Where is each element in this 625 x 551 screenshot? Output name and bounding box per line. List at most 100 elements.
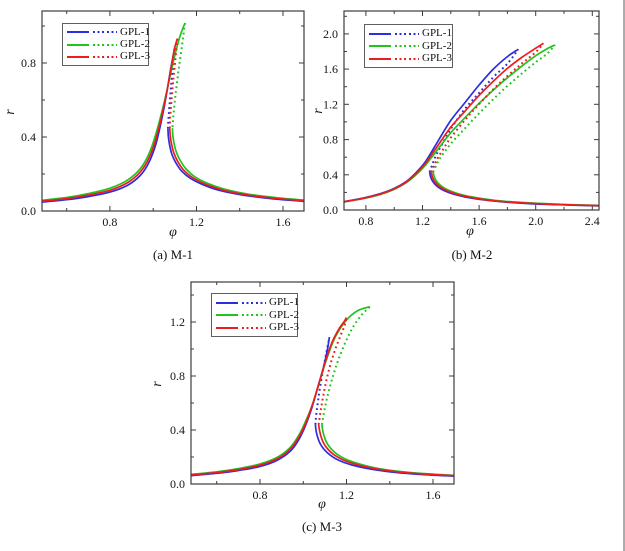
subplot-b-yaxis-label: r	[311, 108, 326, 114]
legend-label: GPL-1	[422, 27, 452, 39]
y-tick-label: 0.0	[170, 477, 185, 491]
subplot-c-yaxis-label: r	[150, 381, 165, 387]
subplot-b-legend: GPL-1 GPL-2 GPL-3	[364, 24, 453, 68]
y-tick-label: 0.4	[323, 168, 338, 182]
curve-gpl-1-stable-lower	[314, 424, 455, 478]
curve-gpl-1-stable-resonant	[41, 48, 176, 203]
legend-label: GPL-2	[269, 308, 299, 321]
y-tick-label: 0.4	[21, 130, 36, 144]
plot-frame	[343, 10, 600, 211]
x-tick-label: 0.8	[358, 214, 373, 228]
legend-solid-line-swatch	[216, 326, 238, 329]
legend-solid-line-swatch	[67, 43, 89, 46]
subplot-b: 0.8 1.2 1.6 2.0 2.4 0.0 0.4 0.8 1.2 1.6 2.0	[323, 10, 600, 228]
legend-entry-gpl3: GPL-3	[216, 321, 299, 334]
curve-gpl-1-unstable	[166, 48, 176, 129]
y-tick-label: 1.2	[170, 315, 185, 329]
x-tick-label: 2.4	[585, 214, 600, 228]
y-tick-label: 0.8	[21, 56, 36, 70]
y-tick-label: 2.0	[323, 27, 338, 41]
y-tick-label: 0.0	[21, 204, 36, 218]
curve-gpl-1-unstable	[314, 336, 331, 425]
x-tick-label: 0.8	[253, 488, 268, 502]
legend-label: GPL-2	[120, 38, 150, 50]
legend-label: GPL-2	[422, 39, 452, 52]
curve-gpl-3-stable-resonant	[190, 317, 348, 476]
legend-dotted-line-swatch	[93, 31, 117, 34]
y-tick-label: 0.0	[323, 203, 338, 217]
legend-entry-gpl1: GPL-1	[369, 28, 452, 40]
curve-gpl-1-stable-resonant	[190, 336, 331, 477]
curve-gpl-2-unstable	[171, 22, 186, 129]
curve-gpl-2-unstable	[320, 305, 371, 425]
x-tick-label: 1.2	[415, 214, 430, 228]
legend-dotted-line-swatch	[395, 45, 419, 47]
legend-dotted-line-swatch	[242, 326, 266, 329]
legend-dotted-line-swatch	[395, 57, 419, 60]
legend-solid-line-swatch	[216, 314, 238, 316]
curve-gpl-1-stable-lower	[167, 128, 305, 203]
legend-solid-line-swatch	[369, 57, 391, 60]
legend-entry-gpl3: GPL-3	[67, 50, 150, 63]
x-tick-label: 1.6	[426, 488, 441, 502]
legend-label: GPL-1	[120, 25, 150, 38]
curve-gpl-3-stable-lower	[430, 171, 600, 207]
legend-solid-line-swatch	[67, 31, 89, 34]
subplot-a: 0.8 1.2 1.6 0.0 0.4 0.8	[21, 10, 305, 229]
subplot-b-caption: (b) M-2	[451, 247, 493, 262]
legend-entry-gpl2: GPL-2	[67, 38, 150, 51]
curve-gpl-3-stable-lower	[317, 424, 455, 477]
legend-label: GPL-3	[422, 52, 452, 64]
legend-solid-line-swatch	[216, 301, 238, 304]
curve-gpl-1-stable-lower	[428, 171, 600, 207]
y-tick-label: 0.8	[323, 133, 338, 147]
legend-entry-gpl1: GPL-1	[216, 296, 299, 309]
legend-solid-line-swatch	[369, 32, 391, 35]
y-tick-label: 1.6	[323, 62, 338, 76]
curve-gpl-3-unstable	[430, 42, 545, 173]
legend-entry-gpl1: GPL-1	[67, 25, 150, 38]
x-tick-label: 1.6	[472, 214, 487, 228]
x-tick-label: 0.8	[102, 215, 117, 229]
subplot-c-legend: GPL-1 GPL-2 GPL-3	[211, 293, 299, 337]
legend-dotted-line-swatch	[93, 55, 117, 58]
legend-dotted-line-swatch	[242, 314, 266, 316]
curve-gpl-2-stable-resonant	[41, 22, 186, 202]
subplot-c-caption: (c) M-3	[301, 519, 343, 534]
x-tick-label: 1.6	[276, 215, 291, 229]
legend-entry-gpl3: GPL-3	[369, 53, 452, 65]
y-tick-label: 0.4	[170, 423, 185, 437]
subplot-a-yaxis-label: r	[3, 109, 18, 115]
legend-label: GPL-3	[120, 50, 150, 63]
subplot-a-caption: (a) M-1	[152, 247, 194, 262]
legend-label: GPL-3	[269, 321, 299, 333]
curve-gpl-2-stable-lower	[171, 128, 305, 201]
x-tick-label: 1.2	[189, 215, 204, 229]
subplot-a-xaxis-label: φ	[169, 225, 177, 240]
y-tick-label: 1.2	[323, 97, 338, 111]
legend-entry-gpl2: GPL-2	[216, 308, 299, 321]
curve-gpl-3-stable-lower	[168, 128, 305, 202]
subplot-b-xaxis-label: φ	[466, 224, 474, 239]
x-tick-label: 2.0	[528, 214, 543, 228]
legend-dotted-line-swatch	[93, 43, 117, 46]
curve-gpl-3-stable-resonant	[343, 42, 544, 203]
legend-entry-gpl2: GPL-2	[369, 40, 452, 52]
x-tick-label: 1.2	[339, 488, 354, 502]
image-right-border	[623, 0, 625, 551]
curve-gpl-3-stable-resonant	[41, 38, 179, 203]
curve-gpl-3-unstable	[168, 38, 179, 129]
legend-dotted-line-swatch	[242, 301, 266, 304]
y-tick-label: 0.8	[170, 369, 185, 383]
legend-label: GPL-1	[269, 296, 299, 308]
legend-solid-line-swatch	[369, 45, 391, 47]
subplot-c: 0.8 1.2 1.6 0.0 0.4 0.8 1.2	[170, 281, 455, 502]
subplot-a-legend: GPL-1 GPL-2 GPL-3	[62, 23, 150, 66]
plot-frame	[41, 10, 305, 212]
plot-frame	[190, 281, 455, 485]
curve-gpl-2-stable-lower	[432, 171, 600, 207]
legend-solid-line-swatch	[67, 55, 89, 58]
legend-dotted-line-swatch	[395, 32, 419, 35]
